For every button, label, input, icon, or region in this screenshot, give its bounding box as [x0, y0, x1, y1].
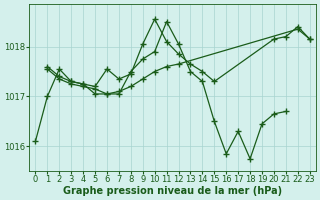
X-axis label: Graphe pression niveau de la mer (hPa): Graphe pression niveau de la mer (hPa): [63, 186, 282, 196]
